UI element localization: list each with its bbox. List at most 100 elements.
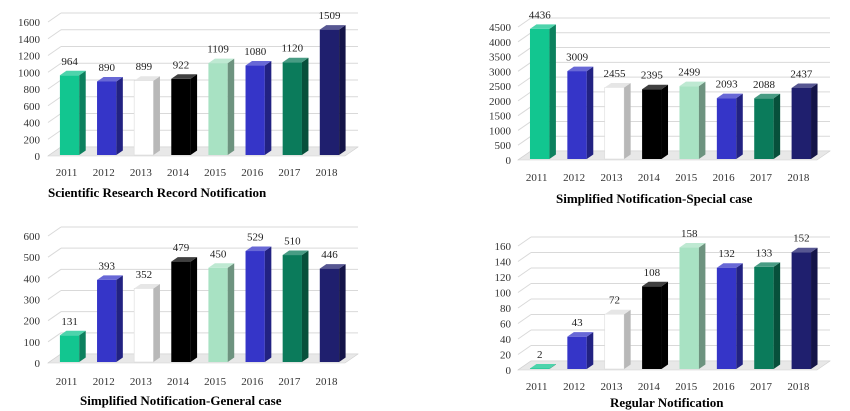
bar-2018: [791, 83, 818, 159]
y-tick-label: 100: [24, 337, 41, 349]
x-tick-label: 2015: [204, 376, 227, 388]
bar-side: [79, 330, 86, 362]
data-label: 352: [136, 269, 153, 281]
bar-front: [59, 75, 80, 155]
gridline-side: [517, 298, 532, 309]
gridline-side: [517, 91, 532, 102]
x-tick-label: 2017: [750, 381, 773, 393]
bar-side: [153, 76, 160, 155]
y-tick-label: 0: [506, 155, 512, 167]
bar-2012: [97, 275, 123, 362]
data-label: 131: [61, 316, 78, 328]
bar-top: [754, 93, 781, 99]
gridline-side: [47, 226, 62, 237]
gridline-side: [47, 129, 62, 140]
y-tick-label: 0: [506, 365, 512, 377]
gridline-side: [517, 283, 532, 293]
y-tick-label: 60: [500, 319, 512, 331]
data-label: 1109: [207, 44, 229, 56]
gridline-side: [517, 17, 532, 28]
bar-top: [604, 82, 631, 88]
data-label: 133: [756, 247, 773, 259]
bar-front: [319, 29, 340, 156]
bar-front: [529, 368, 550, 369]
bar-front: [604, 313, 625, 370]
bar-front: [245, 65, 265, 155]
bar-top: [97, 76, 123, 82]
bar-2015: [679, 81, 706, 159]
bar-front: [754, 266, 774, 369]
y-tick-label: 600: [24, 101, 41, 113]
bar-2012: [567, 332, 594, 369]
y-tick-label: 100: [495, 288, 512, 300]
bar-side: [227, 263, 235, 362]
y-tick-label: 1600: [18, 17, 41, 29]
gridline-side: [517, 32, 532, 43]
bar-front: [716, 98, 737, 159]
bar-top: [529, 363, 556, 369]
x-tick-label: 2015: [204, 167, 227, 179]
x-tick-label: 2013: [130, 376, 153, 388]
bar-2014: [642, 281, 669, 369]
x-tick-label: 2017: [278, 167, 301, 179]
data-label: 43: [572, 317, 584, 329]
gridline-side: [47, 268, 62, 279]
bar-side: [190, 257, 198, 362]
y-tick-label: 1200: [18, 51, 41, 63]
y-tick-label: 1000: [18, 67, 41, 79]
bar-2013: [604, 309, 631, 370]
gridline-side: [517, 314, 532, 324]
data-label: 2088: [753, 79, 776, 91]
bar-front: [208, 267, 228, 362]
chart-title: Scientific Research Record Notification: [48, 185, 267, 200]
bar-2014: [171, 74, 198, 155]
chart-2: 0 500 1000 1500 2000 2500 3000 3500 4000 4500 4436…: [489, 9, 831, 206]
y-tick-label: 3500: [489, 52, 512, 64]
bar-top: [604, 309, 631, 315]
chart-3: 0 100 200 300 400 500 600 131 2011 393 2012 352 2013…: [24, 226, 359, 408]
gridline-side: [47, 79, 62, 90]
bar-front: [791, 87, 812, 159]
x-tick-label: 2013: [600, 172, 623, 184]
data-label: 2437: [790, 68, 813, 80]
data-label: 2395: [641, 70, 664, 82]
bar-side: [301, 250, 309, 362]
bar-top: [59, 70, 86, 76]
gridline-side: [47, 12, 62, 23]
bar-top: [529, 24, 556, 29]
bar-side: [773, 93, 781, 159]
bar-2013: [133, 283, 160, 363]
gridline-side: [517, 121, 532, 131]
bar-side: [264, 61, 272, 155]
y-tick-label: 4500: [489, 22, 512, 34]
chart-4: 0 20 40 60 80 100 120 140 160 2 2011 43 2012 72 2013 10…: [495, 228, 831, 410]
bar-front: [282, 62, 302, 156]
chart-title: Simplified Notification-Special case: [556, 191, 753, 206]
bar-side: [773, 262, 781, 369]
bar-front: [59, 335, 80, 362]
y-tick-label: 400: [24, 273, 41, 285]
x-tick-label: 2013: [600, 381, 623, 393]
bar-2013: [604, 82, 631, 160]
bar-front: [567, 71, 587, 159]
x-tick-label: 2018: [315, 167, 338, 179]
y-tick-label: 400: [24, 118, 41, 130]
data-label: 922: [173, 59, 190, 71]
bar-front: [282, 255, 302, 362]
bar-side: [264, 246, 272, 362]
data-label: 1080: [244, 46, 267, 58]
bar-side: [549, 24, 556, 159]
x-tick-label: 2015: [675, 381, 698, 393]
gridline-side: [517, 106, 532, 117]
y-tick-label: 40: [500, 334, 512, 346]
gridline-side: [47, 247, 62, 258]
bar-top: [791, 83, 818, 88]
y-tick-label: 1000: [489, 125, 512, 137]
gridline-side: [47, 113, 62, 123]
y-tick-label: 4000: [489, 37, 512, 49]
data-label: 4436: [529, 9, 552, 21]
bar-top: [791, 247, 818, 253]
bar-2018: [319, 25, 346, 156]
bar-2014: [642, 84, 669, 159]
bar-top: [754, 262, 781, 267]
